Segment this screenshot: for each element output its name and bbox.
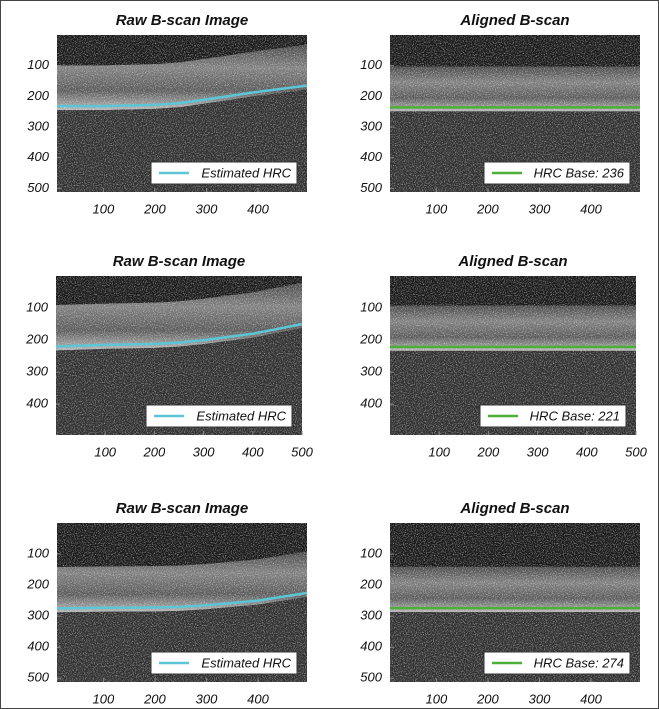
x-tick-label: 300 [196, 201, 218, 216]
x-tick-label: 300 [193, 444, 215, 459]
x-tick-label: 100 [93, 691, 115, 706]
x-tick-label: 100 [428, 444, 450, 459]
panel-title: Aligned B-scan [457, 253, 567, 270]
x-tick-label: 400 [247, 201, 269, 216]
y-tick-label: 400 [360, 396, 382, 411]
y-tick-label: 200 [25, 332, 48, 347]
legend-box [150, 161, 298, 185]
x-tick-label: 400 [247, 691, 269, 706]
legend-box [483, 651, 631, 675]
x-tick-label: 300 [529, 201, 551, 216]
y-tick-label: 100 [27, 545, 49, 560]
legend-box [150, 651, 298, 675]
y-tick-label: 400 [27, 639, 49, 654]
legend-label: HRC Base: 274 [534, 655, 624, 670]
x-tick-label: 400 [576, 444, 598, 459]
y-tick-label: 200 [26, 88, 49, 103]
y-tick-label: 500 [27, 670, 49, 685]
y-tick-label: 100 [27, 57, 49, 72]
legend-label: HRC Base: 221 [530, 408, 620, 423]
x-tick-label: 500 [625, 444, 647, 459]
x-tick-label: 100 [94, 444, 116, 459]
y-tick-label: 200 [359, 332, 382, 347]
x-tick-label: 300 [529, 691, 551, 706]
panel-title: Aligned B-scan [459, 500, 569, 517]
y-tick-label: 500 [360, 670, 382, 685]
x-tick-label: 200 [477, 444, 500, 459]
y-tick-label: 200 [359, 577, 382, 592]
y-tick-label: 100 [360, 57, 382, 72]
y-tick-label: 500 [27, 180, 49, 195]
panel-title: Raw B-scan Image [113, 253, 246, 270]
legend-label: Estimated HRC [201, 655, 291, 670]
legend-box [479, 404, 627, 428]
y-tick-label: 400 [360, 149, 382, 164]
y-tick-label: 100 [360, 545, 382, 560]
y-tick-label: 100 [360, 299, 382, 314]
y-tick-label: 200 [26, 577, 49, 592]
y-tick-label: 500 [360, 180, 382, 195]
x-tick-label: 100 [426, 691, 448, 706]
x-tick-label: 200 [476, 201, 499, 216]
x-tick-label: 400 [580, 201, 602, 216]
hrc-line [57, 84, 307, 108]
y-tick-label: 400 [360, 639, 382, 654]
y-tick-label: 300 [360, 118, 382, 133]
hrc-line [57, 591, 307, 610]
x-tick-label: 400 [580, 691, 602, 706]
legend-label: HRC Base: 236 [534, 165, 625, 180]
y-tick-label: 200 [359, 88, 382, 103]
y-tick-label: 300 [360, 364, 382, 379]
y-tick-label: 400 [27, 149, 49, 164]
panel-title: Aligned B-scan [459, 12, 569, 29]
legend-label: Estimated HRC [201, 165, 291, 180]
y-tick-label: 300 [27, 118, 49, 133]
panel-title: Raw B-scan Image [116, 500, 249, 517]
panel-title: Raw B-scan Image [116, 12, 249, 29]
x-tick-label: 200 [143, 691, 166, 706]
x-tick-label: 400 [242, 444, 264, 459]
y-tick-label: 100 [26, 299, 48, 314]
x-tick-label: 100 [426, 201, 448, 216]
y-tick-label: 300 [360, 608, 382, 623]
x-tick-label: 100 [93, 201, 115, 216]
y-tick-label: 400 [26, 396, 48, 411]
y-tick-label: 300 [26, 364, 48, 379]
hrc-line [56, 322, 302, 348]
x-tick-label: 500 [291, 444, 313, 459]
x-tick-label: 200 [143, 444, 166, 459]
legend-box [145, 404, 293, 428]
x-tick-label: 300 [196, 691, 218, 706]
legend-label: Estimated HRC [196, 408, 286, 423]
x-tick-label: 200 [143, 201, 166, 216]
y-tick-label: 300 [27, 608, 49, 623]
x-tick-label: 300 [527, 444, 549, 459]
x-tick-label: 200 [476, 691, 499, 706]
legend-box [483, 161, 631, 185]
